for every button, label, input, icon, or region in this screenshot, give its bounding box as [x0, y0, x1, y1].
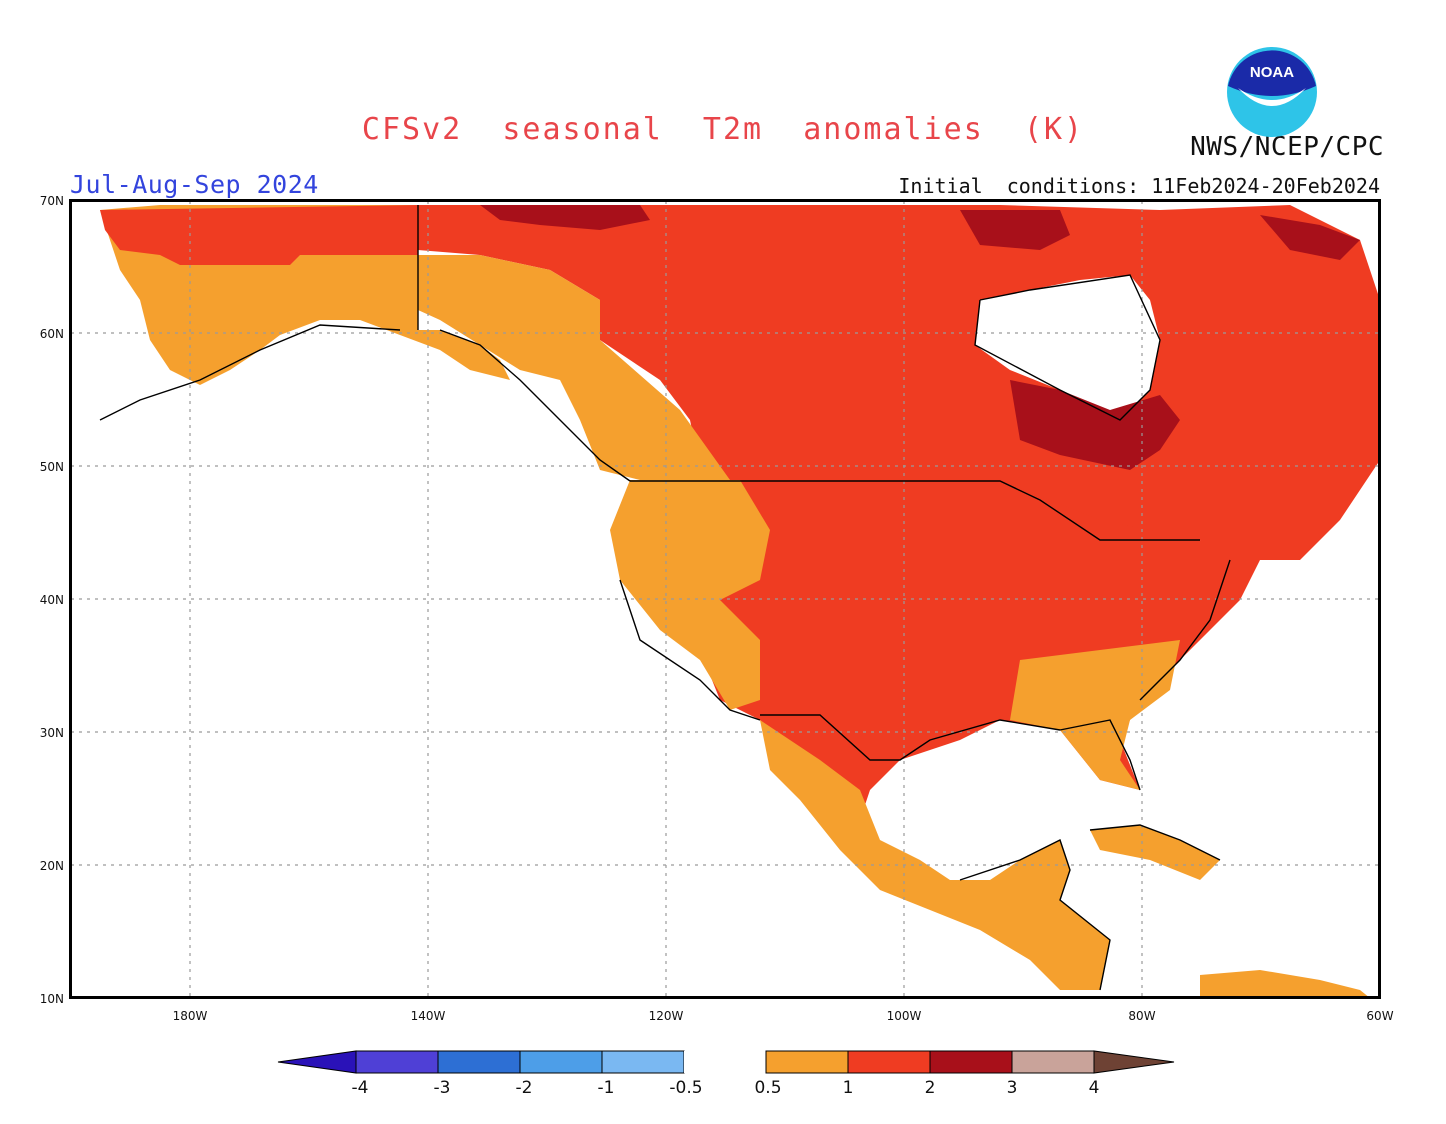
mexico-shading — [760, 720, 1110, 990]
lon-label: 120W — [649, 1009, 684, 1023]
arctic-hot — [480, 205, 650, 230]
legend-swatch — [519, 1050, 603, 1074]
legend-swatch — [601, 1050, 685, 1074]
lon-label: 60W — [1366, 1009, 1393, 1023]
map-title: CFSv2 seasonal T2m anomalies (K) — [361, 112, 1085, 147]
anomaly-shading — [100, 205, 1379, 997]
legend-label: -1 — [598, 1078, 615, 1098]
legend-label: -3 — [434, 1078, 451, 1098]
agency-label: NWS/NCEP/CPC — [1190, 132, 1384, 162]
lat-label: 70N — [40, 194, 64, 208]
arctic-hot-3 — [1260, 215, 1360, 260]
legend-label: -0.5 — [669, 1078, 702, 1098]
legend-swatch — [1011, 1050, 1095, 1074]
lat-label: 40N — [40, 593, 64, 607]
legend-swatch — [437, 1050, 521, 1074]
canada-west-warm — [418, 255, 730, 480]
legend-label: 3 — [1007, 1078, 1018, 1098]
legend-swatch — [765, 1050, 849, 1074]
lon-label: 140W — [411, 1009, 446, 1023]
south-america-warm — [1200, 970, 1369, 997]
borders — [99, 205, 1231, 991]
arctic-hot-2 — [960, 210, 1070, 250]
lat-label: 10N — [40, 992, 64, 1006]
color-legend — [277, 1050, 1175, 1074]
legend-swatch — [684, 1051, 766, 1073]
legend-label: 0.5 — [754, 1078, 781, 1098]
legend-label: -2 — [516, 1078, 533, 1098]
noaa-logo: NOAA — [1227, 47, 1317, 137]
legend-arrow-low — [277, 1050, 357, 1074]
conus-west-warm — [610, 480, 770, 710]
legend-label: 2 — [925, 1078, 936, 1098]
legend-label: -4 — [352, 1078, 369, 1098]
lon-label: 180W — [173, 1009, 208, 1023]
southeast-warm — [1010, 640, 1180, 790]
initial-conditions: Initial conditions: 11Feb2024-20Feb2024 — [898, 174, 1380, 198]
logo-text: NOAA — [1250, 64, 1294, 81]
lon-label: 100W — [887, 1009, 922, 1023]
lat-label: 30N — [40, 726, 64, 740]
legend-labels: -4 -3 -2 -1 -0.5 0.5 1 2 3 4 — [352, 1078, 1100, 1098]
lat-label: 50N — [40, 460, 64, 474]
lat-label: 20N — [40, 859, 64, 873]
caribbean-warm — [1090, 825, 1220, 880]
map-frame — [69, 199, 1381, 999]
legend-label: 4 — [1089, 1078, 1100, 1098]
legend-swatch — [847, 1050, 931, 1074]
legend-label: 1 — [843, 1078, 854, 1098]
season-label: Jul-Aug-Sep 2024 — [70, 170, 319, 199]
hudson-bay — [975, 275, 1160, 420]
legend-swatch — [355, 1050, 439, 1074]
legend-arrow-high — [1093, 1050, 1175, 1074]
graticule — [71, 201, 1379, 997]
alaska-north-warm — [100, 205, 418, 265]
lat-label: 60N — [40, 327, 64, 341]
lon-label: 80W — [1128, 1009, 1155, 1023]
lat-labels: 70N 60N 50N 40N 30N 20N 10N — [40, 194, 64, 1006]
legend-swatch — [929, 1050, 1013, 1074]
lon-labels: 180W 140W 120W 100W 80W 60W — [173, 1009, 1394, 1023]
